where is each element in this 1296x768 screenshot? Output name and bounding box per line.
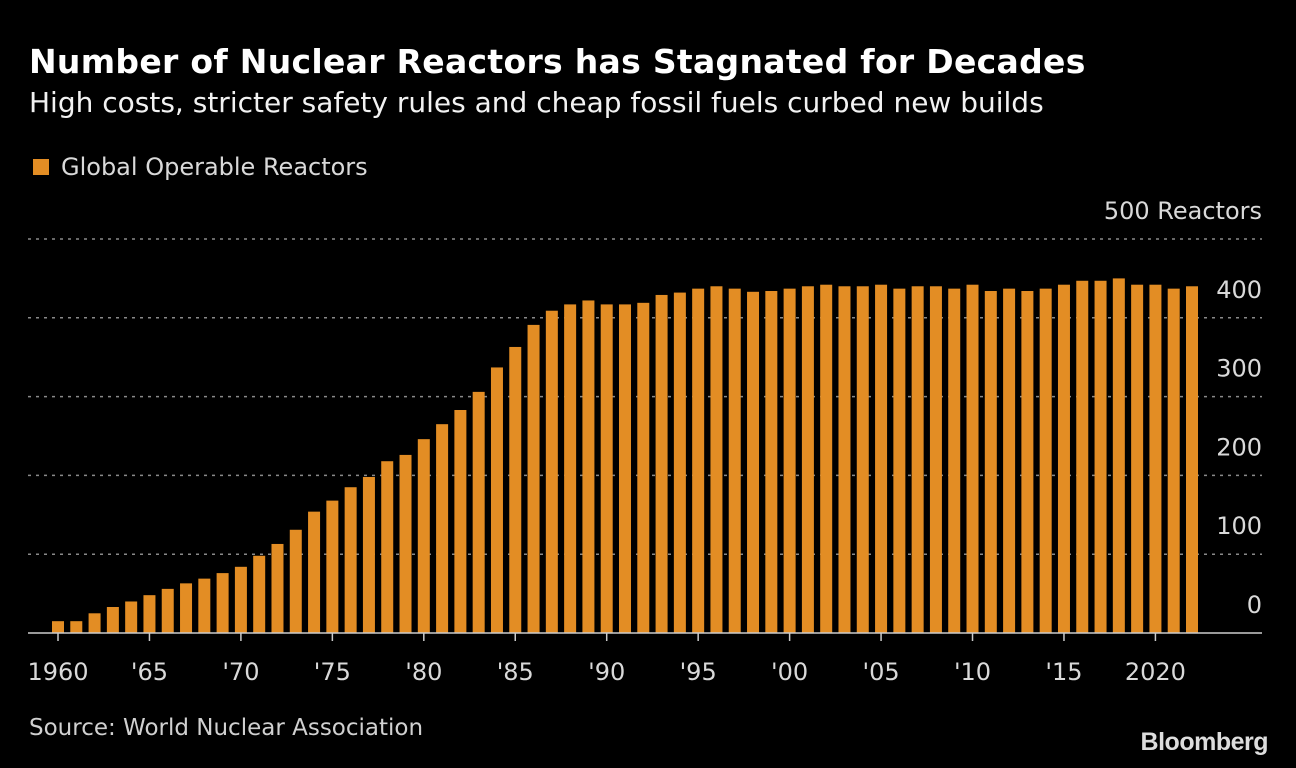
bar-1990 [600,304,613,633]
bar-1975 [326,500,339,633]
bar-1970 [234,566,247,633]
bar-1978 [381,461,394,633]
x-tick-label: '85 [497,658,534,686]
bar-1977 [362,476,375,633]
y-tick-label: 400 [1216,276,1262,304]
bar-2010 [966,284,979,633]
x-tick-label: '00 [771,658,808,686]
bar-2002 [820,284,833,633]
bar-2020 [1149,284,1162,633]
bar-1993 [655,294,668,633]
x-tick-label: 1960 [27,658,88,686]
bar-1998 [747,291,760,633]
bar-1997 [728,288,741,633]
bar-1965 [143,595,156,633]
chart-subtitle: High costs, stricter safety rules and ch… [29,86,1044,119]
bar-2008 [929,286,942,633]
bar-1991 [619,304,631,633]
bar-2018 [1112,278,1125,633]
bar-1960 [52,621,64,633]
bar-1974 [308,511,321,633]
x-tick-label: '80 [405,658,442,686]
bar-1980 [417,439,430,633]
bar-1973 [289,529,302,633]
bar-1988 [564,304,577,633]
y-unit-label: 500 Reactors [1104,197,1262,225]
bar-1968 [198,578,211,633]
bar-1985 [509,346,522,633]
x-tick-label: '75 [314,658,351,686]
bar-1972 [271,543,284,633]
bar-2004 [856,286,869,633]
bar-2007 [911,286,924,633]
bar-1999 [765,291,778,633]
bar-2009 [948,288,961,633]
legend: Global Operable Reactors [33,153,368,181]
x-tick-label: '95 [680,658,717,686]
x-tick-label: '15 [1045,658,1082,686]
bar-2019 [1131,284,1144,633]
bar-1969 [216,573,229,633]
bar-2003 [838,286,851,633]
bar-2006 [893,288,906,633]
bar-1995 [692,288,705,633]
bar-1984 [490,367,503,633]
y-tick-label: 0 [1247,591,1262,619]
bar-2015 [1057,284,1070,633]
bar-2013 [1021,291,1034,633]
bar-1981 [436,424,449,633]
bar-2012 [1003,288,1016,633]
bar-1967 [180,583,193,633]
bar-1979 [399,454,412,633]
x-tick-label: '90 [588,658,625,686]
bar-2016 [1076,280,1089,633]
bar-1983 [472,391,485,633]
bar-1971 [253,555,266,633]
bar-1962 [88,613,101,633]
x-tick-label: '65 [131,658,168,686]
bar-1986 [527,324,540,633]
bar-1994 [673,292,686,633]
bar-1963 [106,606,119,633]
legend-label: Global Operable Reactors [61,153,368,181]
bar-1964 [125,601,138,633]
bar-1966 [161,588,174,633]
bar-1976 [344,487,357,633]
bar-2005 [875,284,888,633]
legend-swatch [33,159,49,175]
bar-2022 [1186,286,1198,633]
bar-2001 [801,286,814,633]
bar-1987 [545,310,558,633]
bar-1961 [70,621,83,633]
bar-2011 [984,291,997,633]
x-tick-label: '70 [222,658,259,686]
bar-2014 [1039,288,1052,633]
bar-1992 [637,302,650,633]
source-note: Source: World Nuclear Association [29,715,424,741]
x-tick-label: '05 [862,658,899,686]
bar-1996 [710,286,723,633]
bar-2000 [783,288,796,633]
bar-2021 [1167,288,1180,633]
bar-2017 [1094,280,1107,633]
x-tick-label: 2020 [1125,658,1186,686]
x-tick-label: '10 [954,658,991,686]
bloomberg-logo: Bloomberg [1140,728,1269,756]
bar-1982 [454,409,467,633]
y-tick-label: 300 [1216,355,1262,383]
chart-title: Number of Nuclear Reactors has Stagnated… [29,42,1086,81]
y-tick-label: 200 [1216,433,1262,461]
y-tick-label: 100 [1216,512,1262,540]
bar-1989 [582,300,595,633]
